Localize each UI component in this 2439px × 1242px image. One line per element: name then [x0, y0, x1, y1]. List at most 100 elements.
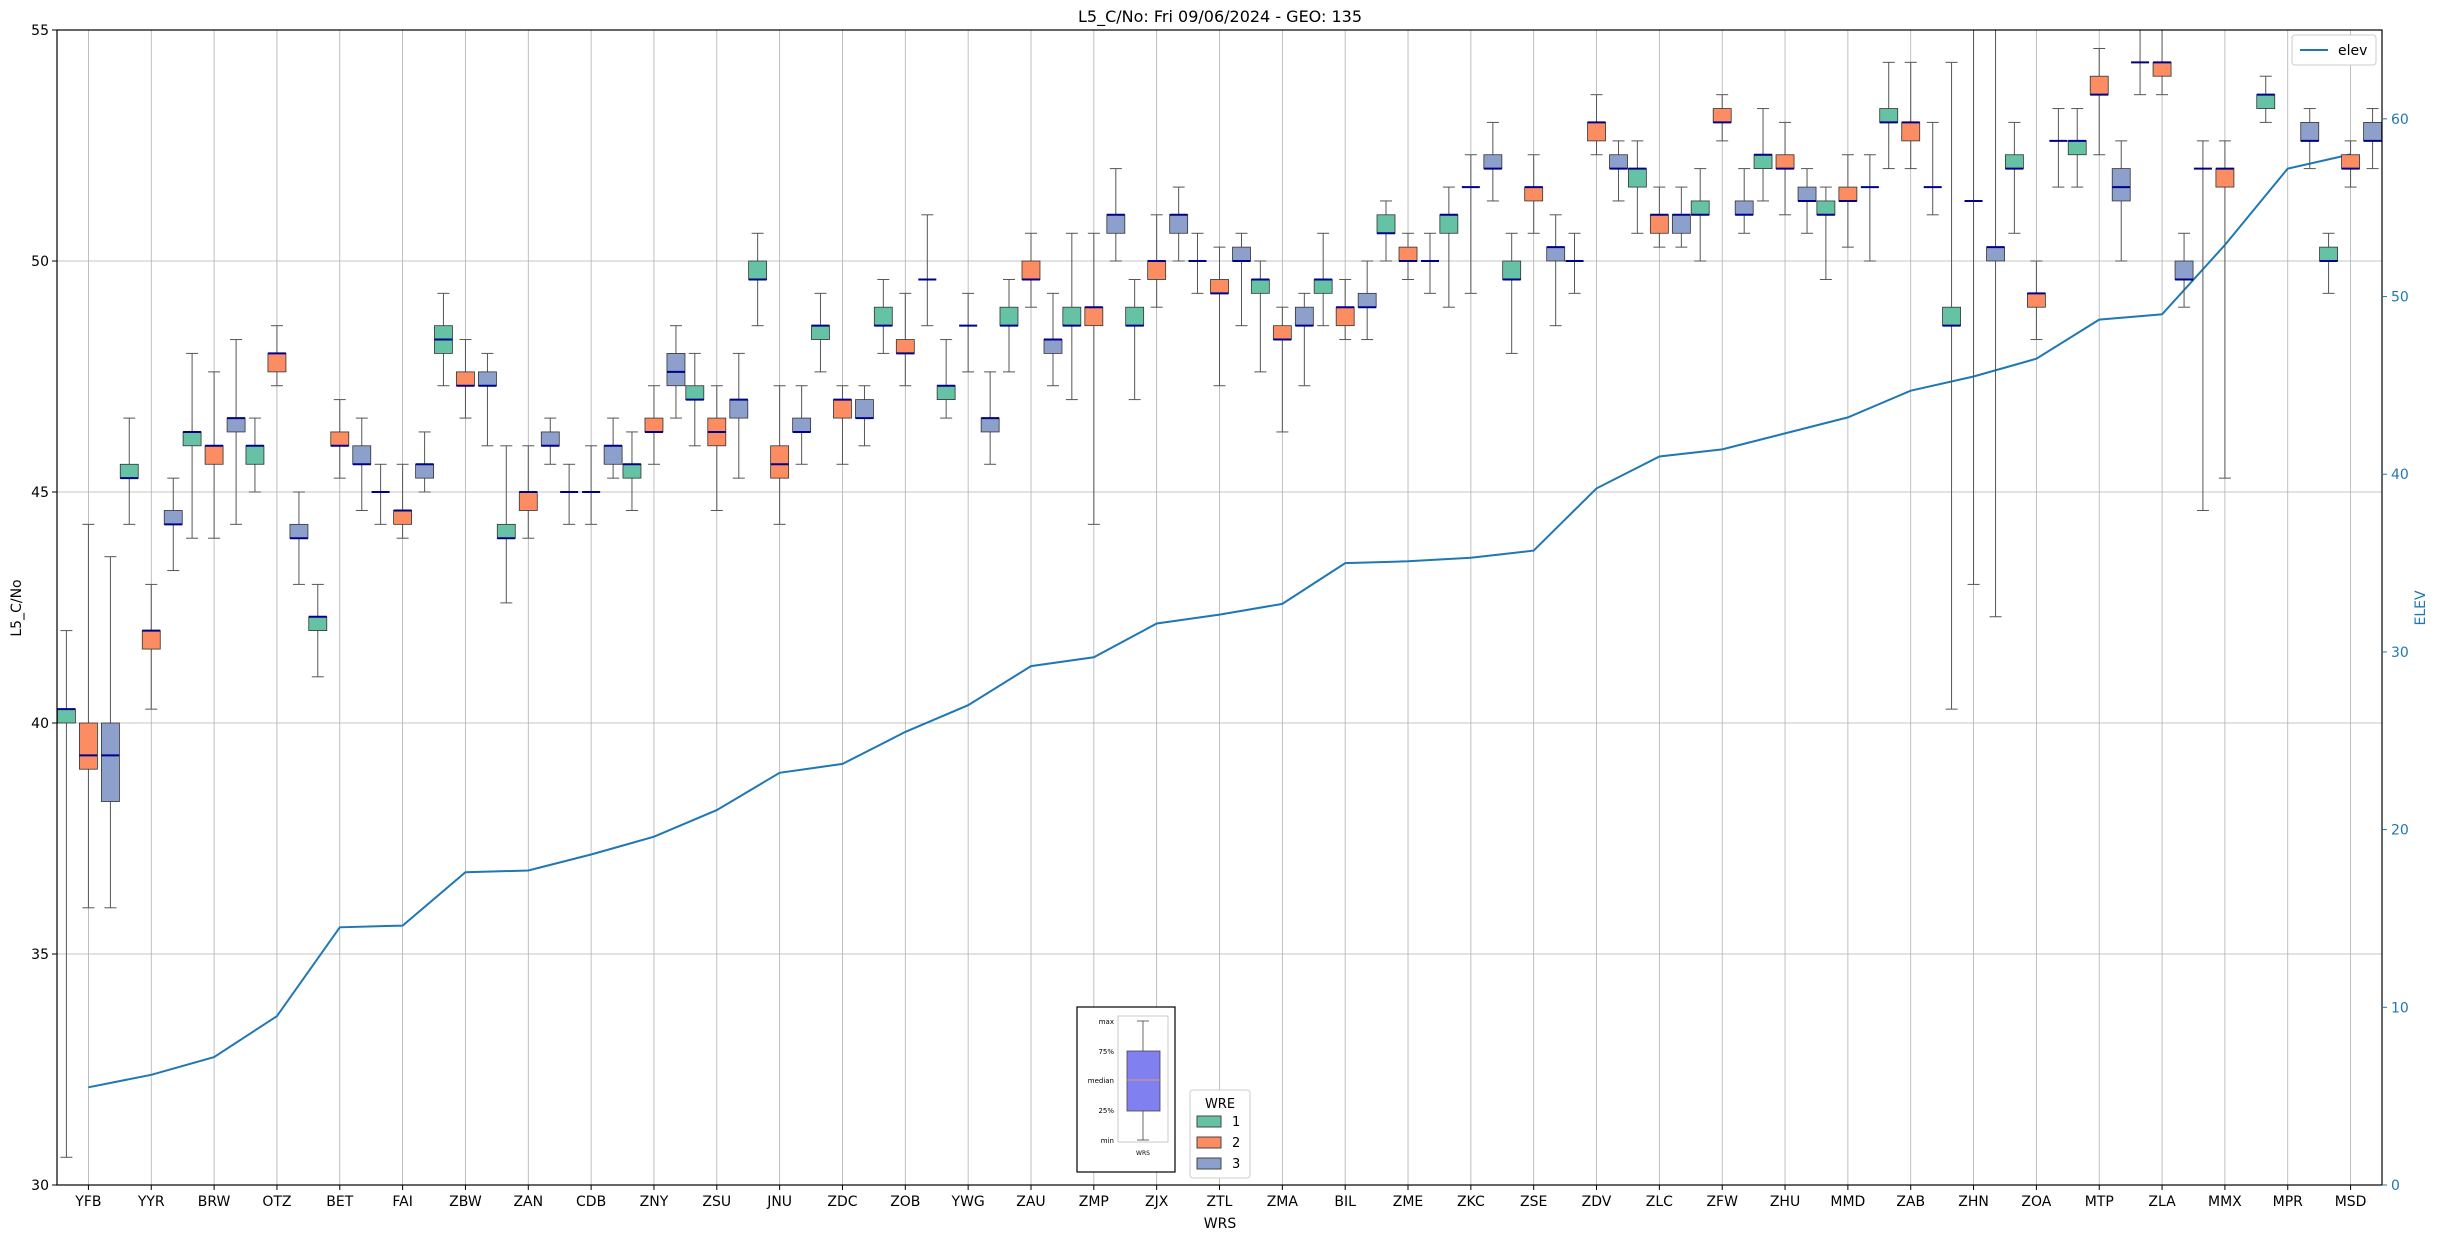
- box-FAI-wre3: [415, 431, 435, 493]
- x-tick-label: ZMP: [1079, 1194, 1109, 1210]
- box-BET-wre2: [330, 399, 350, 479]
- box-iqr: [1775, 154, 1795, 170]
- box-iqr: [1986, 246, 2005, 262]
- box-iqr: [1483, 154, 1503, 170]
- box-ZTL-wre1: [1188, 232, 1207, 294]
- box-iqr: [330, 431, 350, 447]
- box-iqr: [1335, 306, 1355, 327]
- elev-legend-label: elev: [2338, 43, 2367, 59]
- box-YFB-wre2: [79, 523, 98, 909]
- box-BIL-wre3: [1357, 260, 1377, 341]
- box-iqr: [1879, 108, 1899, 123]
- box-YYR-wre2: [141, 583, 161, 710]
- box-BET-wre3: [352, 417, 372, 511]
- box-iqr: [79, 722, 98, 770]
- x-tick-label: ZTL: [1207, 1194, 1233, 1210]
- box-iqr: [1232, 246, 1251, 262]
- x-tick-label: CDB: [576, 1194, 606, 1210]
- box-ZAN-wre2: [518, 445, 538, 539]
- box-iqr: [496, 523, 516, 539]
- box-iqr: [1942, 306, 1961, 327]
- box-ZAN-wre1: [496, 445, 516, 604]
- box-YFB-wre3: [101, 556, 120, 909]
- box-iqr: [770, 445, 790, 479]
- box-iqr: [204, 445, 224, 465]
- box-iqr: [289, 523, 309, 539]
- box-iqr: [1376, 214, 1396, 234]
- y2-tick-label: 50: [2391, 290, 2409, 306]
- x-axis-label: WRS: [1204, 1216, 1237, 1232]
- box-ZMP-wre1: [1062, 232, 1082, 401]
- box-MMX-wre2: [2215, 140, 2235, 479]
- box-iqr: [2026, 292, 2046, 308]
- x-tick-label: YWG: [951, 1194, 985, 1210]
- box-iqr: [622, 463, 642, 479]
- box-ZKC-wre3: [1483, 121, 1503, 202]
- box-MTP-wre1: [2067, 108, 2087, 188]
- box-iqr: [1398, 246, 1418, 262]
- x-tick-label: ZSU: [702, 1194, 731, 1210]
- x-tick-label: BIL: [1334, 1194, 1356, 1210]
- y2-tick-label: 0: [2391, 1178, 2400, 1194]
- box-iqr: [415, 463, 435, 479]
- box-MSD-wre2: [2341, 140, 2360, 188]
- box-iqr: [1797, 186, 1817, 202]
- box-ZSE-wre2: [1524, 154, 1544, 234]
- box-ZAU-wre2: [1021, 232, 1041, 308]
- y-axis-label: L5_C/No: [9, 579, 25, 636]
- box-ZHU-wre3: [1797, 168, 1817, 234]
- x-tick-label: ZAB: [1896, 1194, 1925, 1210]
- box-iqr: [1901, 122, 1921, 142]
- box-iqr: [1524, 186, 1544, 202]
- box-ZSU-wre1: [685, 352, 705, 447]
- box-ZHU-wre2: [1775, 121, 1795, 216]
- box-ZSU-wre2: [707, 385, 727, 511]
- box-JNU-wre3: [792, 385, 812, 465]
- box-ZBW-wre3: [478, 352, 497, 447]
- box-ZBW-wre1: [434, 292, 453, 387]
- x-tick-label: ZBW: [449, 1194, 482, 1210]
- box-iqr: [1816, 200, 1836, 216]
- wre-legend-label-2: 2: [1232, 1136, 1240, 1151]
- box-iqr: [1502, 260, 1522, 280]
- inset-key-box: [1126, 1050, 1161, 1112]
- box-ZDC-wre1: [811, 292, 830, 373]
- box-iqr: [666, 352, 686, 387]
- box-iqr: [855, 399, 874, 419]
- box-ZNY-wre2: [644, 385, 664, 465]
- box-BRW-wre2: [204, 371, 224, 539]
- box-ZTL-wre2: [1210, 246, 1229, 387]
- box-ZDV-wre1: [1565, 232, 1584, 294]
- x-tick-label: ZDC: [827, 1194, 857, 1210]
- box-iqr: [1250, 279, 1270, 294]
- wre-legend-swatch-2: [1196, 1136, 1222, 1149]
- box-MPR-wre3: [2300, 108, 2320, 170]
- box-iqr: [1272, 325, 1292, 340]
- box-iqr: [2341, 154, 2360, 170]
- wre-legend-label-3: 3: [1232, 1157, 1240, 1172]
- box-iqr: [2215, 168, 2235, 188]
- x-tick-label: ZAN: [513, 1194, 543, 1210]
- y-tick-label: 35: [31, 947, 49, 963]
- box-YWG-wre3: [980, 371, 1000, 465]
- box-ZME-wre3: [1421, 232, 1440, 294]
- box-ZAU-wre1: [999, 278, 1019, 373]
- box-ZMP-wre2: [1084, 232, 1104, 525]
- x-tick-label: FAI: [392, 1194, 412, 1210]
- inset-key-label-min: min: [1101, 1137, 1114, 1145]
- box-ZFW-wre1: [1690, 168, 1710, 262]
- x-tick-label: MTP: [2085, 1194, 2114, 1210]
- x-tick-label: BRW: [198, 1194, 231, 1210]
- x-tick-label: ZHU: [1770, 1194, 1800, 1210]
- x-tick-label: ZMA: [1267, 1194, 1299, 1210]
- box-iqr: [792, 417, 812, 433]
- box-ZLC-wre2: [1649, 186, 1669, 248]
- box-ZSE-wre3: [1546, 214, 1566, 327]
- y2-axis-label: ELEV: [2413, 590, 2429, 625]
- box-iqr: [1649, 214, 1669, 234]
- box-ZFW-wre3: [1734, 168, 1754, 234]
- box-iqr: [936, 385, 956, 400]
- box-iqr: [873, 306, 893, 327]
- box-iqr: [1169, 214, 1189, 234]
- wre-legend-title: WRE: [1205, 1097, 1235, 1112]
